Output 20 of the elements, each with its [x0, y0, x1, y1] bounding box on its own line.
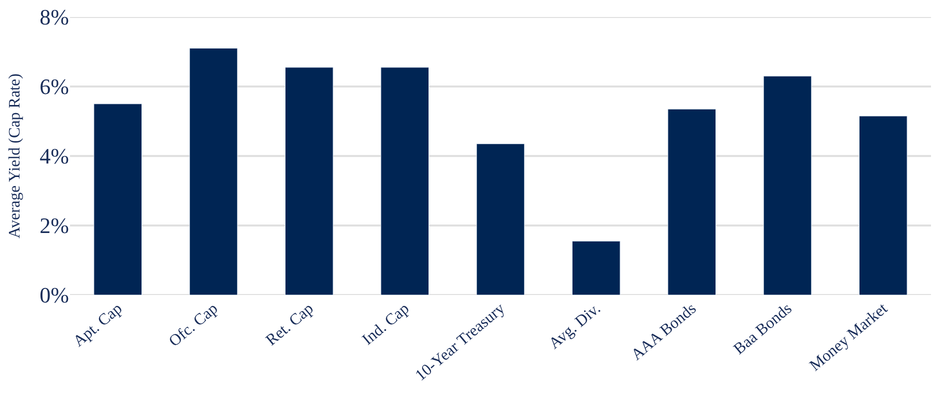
x-tick-label: Apt. Cap [70, 300, 126, 350]
bar [572, 240, 620, 295]
y-tick-label: 8% [40, 4, 69, 30]
bar [763, 76, 812, 295]
x-tick-label: Ofc. Cap [166, 300, 222, 350]
bar [189, 48, 238, 295]
y-tick-label: 2% [40, 213, 69, 238]
bar [94, 104, 142, 295]
y-axis-title: Average Yield (Cap Rate) [6, 74, 24, 238]
y-tick-label: 4% [40, 144, 69, 169]
x-tick-label: Ind. Cap [359, 300, 413, 349]
bar [380, 67, 429, 295]
bar [859, 116, 908, 295]
bar [476, 144, 525, 295]
y-tick-label: 6% [40, 74, 69, 100]
x-tick-label: Avg. Div. [546, 300, 604, 353]
bar [668, 108, 716, 295]
bar [285, 67, 334, 295]
x-tick-label: Ret. Cap [263, 300, 317, 350]
y-tick-label: 0% [40, 282, 69, 308]
